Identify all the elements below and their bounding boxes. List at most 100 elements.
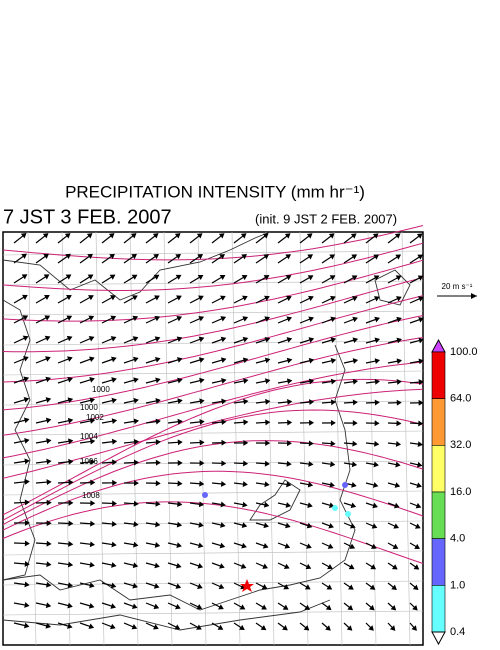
isobar: [2, 409, 424, 521]
grid-line: [2, 430, 424, 436]
wind-arrow-head: [131, 274, 138, 280]
wind-arrow-head: [46, 540, 52, 547]
wind-arrow-head: [177, 439, 183, 446]
wind-arrow-head: [155, 377, 161, 384]
wind-arrow-head: [264, 336, 271, 343]
map-frame: [2, 231, 424, 646]
wind-arrow-head: [286, 295, 292, 302]
wind-arrow-head: [265, 378, 271, 385]
wind-arrow-head: [263, 522, 269, 529]
wind-arrow-head: [308, 440, 314, 447]
wind-arrow-head: [198, 336, 205, 343]
wind-arrow-head: [174, 233, 181, 239]
wind-arrow-head: [154, 562, 160, 569]
wind-arrow-head: [352, 440, 358, 447]
isobar: [2, 501, 424, 564]
wind-arrow-head: [221, 377, 227, 384]
wind-arrow-head: [66, 295, 72, 301]
wind-arrow-head: [414, 543, 420, 549]
wind-arrow-head: [177, 480, 183, 487]
wind-arrow-head: [21, 274, 28, 280]
wind-arrow-head: [24, 499, 30, 506]
wind-arrow-head: [175, 583, 182, 589]
wind-arrow-head: [242, 357, 249, 364]
wind-arrow-head: [352, 296, 358, 302]
wind-arrow-head: [264, 481, 270, 488]
colorbar: 100.0 64.0 32.0 16.0 4.0 1.0 0.4: [431, 338, 478, 646]
wind-arrow-head: [282, 604, 289, 610]
title: PRECIPITATION INTENSITY (mm hr⁻¹): [65, 182, 365, 201]
wind-arrow-head: [239, 624, 245, 630]
wind-arrow-head: [155, 418, 161, 425]
wind-arrow-head: [418, 420, 424, 427]
wind-arrow-head: [153, 624, 159, 630]
wind-arrow-head: [90, 520, 96, 527]
wind-arrow-head: [132, 562, 139, 569]
wind-arrow-head: [330, 419, 336, 426]
wind-arrow-head: [374, 399, 380, 406]
wind-arrow-head: [368, 625, 374, 631]
wind-arrow-head: [176, 542, 182, 548]
wind-arrow-head: [42, 233, 49, 239]
wind-arrow-head: [260, 624, 267, 631]
wind-arrow-head: [396, 316, 402, 323]
wind-arrow-head: [68, 438, 74, 445]
wind-arrow-head: [304, 604, 310, 610]
wind-arrow-head: [220, 357, 227, 363]
wind-arrow-head: [176, 315, 183, 322]
wind-arrow-head: [155, 398, 161, 404]
wind-arrow-head: [111, 438, 118, 445]
wind-arrow-head: [176, 521, 183, 528]
wind-arrow-head: [308, 357, 315, 364]
wind-arrow-head: [23, 417, 30, 424]
wind-arrow-head: [308, 378, 315, 385]
wind-arrow-head: [220, 316, 227, 322]
wind-arrow-head: [352, 358, 359, 364]
wind-arrow-head: [221, 460, 227, 467]
wind-arrow-head: [67, 582, 74, 588]
grid-line: [2, 310, 424, 316]
wind-arrow-head: [88, 623, 95, 630]
wind-arrow-head: [264, 357, 271, 364]
wind-arrow-head: [109, 274, 116, 280]
colorbar-label: 1.0: [450, 579, 465, 591]
wind-arrow-head: [45, 417, 52, 424]
wind-arrow-head: [87, 274, 94, 280]
grid-line: [2, 610, 424, 616]
wind-arrow-head: [198, 316, 205, 322]
wind-arrow-head: [89, 438, 96, 445]
wind-arrow-head: [306, 543, 312, 549]
wind-arrow-head: [265, 440, 271, 447]
wind-arrow-head: [110, 623, 116, 630]
grid-line: [299, 231, 309, 646]
wind-arrow-head: [65, 253, 71, 260]
colorbar-label: 32.0: [450, 439, 471, 451]
wind-arrow-head: [133, 418, 139, 425]
wind-arrow-head: [133, 397, 139, 404]
wind-arrow-head: [174, 624, 181, 630]
wind-arrow-head: [111, 562, 117, 568]
wind-arrow-head: [308, 337, 315, 343]
wind-arrow-head: [395, 275, 402, 281]
wind-arrow-head: [197, 563, 204, 569]
wind-arrow-head: [371, 523, 378, 529]
wind-arrow-head: [24, 478, 30, 485]
wind-arrow-head: [391, 564, 398, 570]
wind-arrow-head: [22, 335, 29, 342]
colorbar-cell: [431, 491, 446, 539]
wind-arrow-head: [112, 479, 118, 486]
wind-arrow-head: [88, 295, 94, 301]
wind-arrow-head: [418, 358, 424, 365]
wind-arrow-head: [155, 500, 161, 507]
wind-arrow-head: [286, 481, 292, 488]
wind-arrow-head: [242, 295, 248, 301]
wind-arrow-head: [368, 604, 375, 611]
wind-arrow-head: [155, 439, 161, 446]
wind-arrow-head: [89, 377, 95, 383]
wind-arrow-head: [307, 254, 314, 260]
wind-arrow-head: [46, 458, 52, 465]
wind-arrow-head: [391, 584, 397, 590]
wind-arrow-head: [415, 502, 422, 509]
wind-arrow-head: [350, 233, 357, 239]
